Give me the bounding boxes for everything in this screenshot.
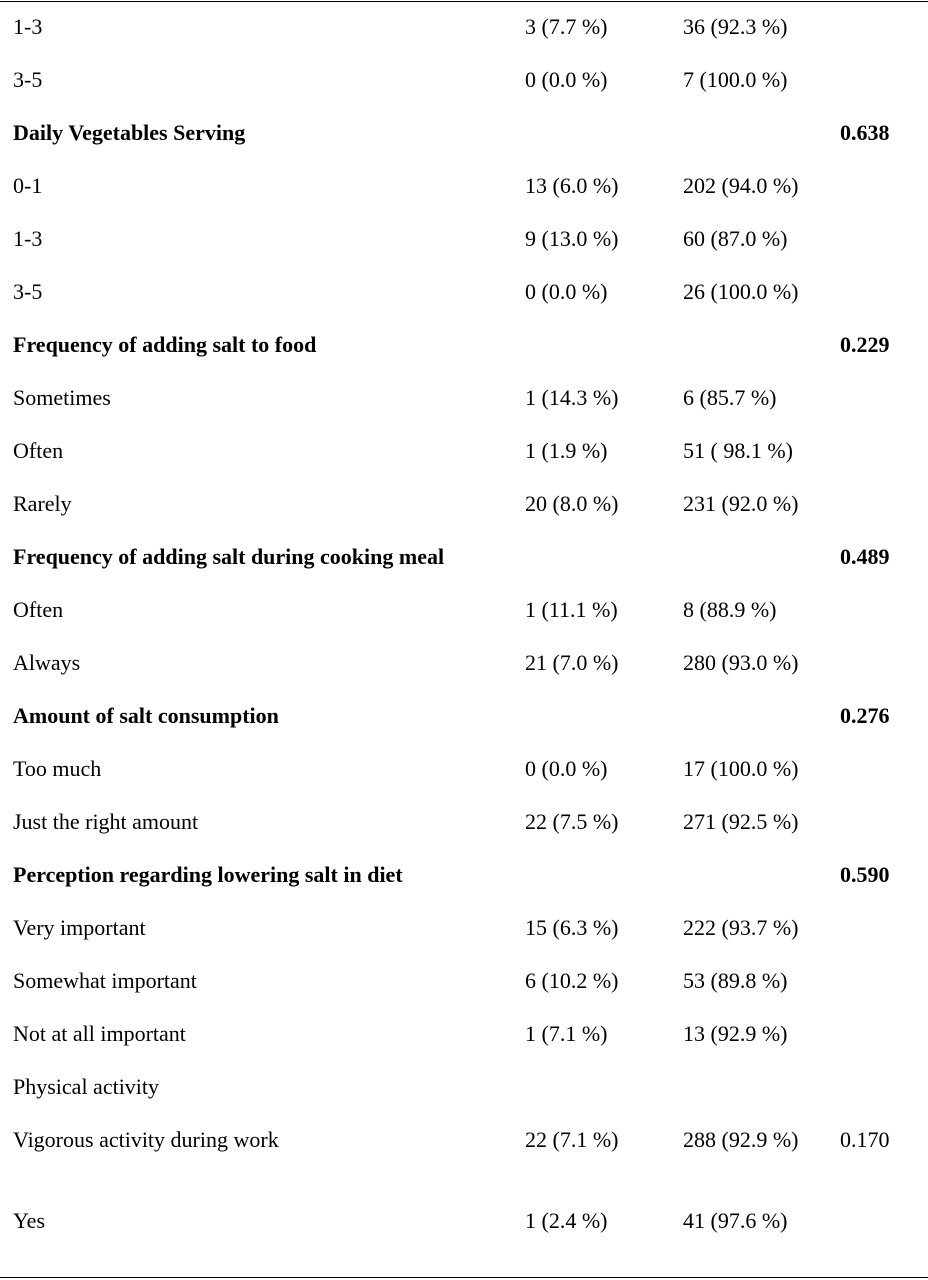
count-cell: 202 (94.0 %) <box>683 173 799 198</box>
count-cell: 3 (7.7 %) <box>525 14 608 39</box>
row-label: Not at all important <box>13 1021 186 1046</box>
count-cell: 7 (100.0 %) <box>683 67 788 92</box>
row-label: Somewhat important <box>13 968 197 993</box>
row-label: 3-5 <box>13 279 43 304</box>
count-cell: 8 (88.9 %) <box>683 597 777 622</box>
row-label: Vigorous activity during work <box>13 1127 279 1152</box>
row-label: Frequency of adding salt during cooking … <box>13 544 445 569</box>
table-row: Just the right amount 22 (7.5 %) 271 (92.5… <box>0 795 928 848</box>
count-cell: 20 (8.0 %) <box>525 491 619 516</box>
table-row: Often 1 (11.1 %) 8 (88.9 %) <box>0 583 928 636</box>
table-row: Vigorous activity during work 22 (7.1 %) 2… <box>0 1113 928 1166</box>
row-label: Physical activity <box>13 1074 160 1099</box>
count-cell: 6 (85.7 %) <box>683 385 777 410</box>
p-value: 0.170 <box>840 1127 890 1152</box>
table-row: Often 1 (1.9 %) 51 ( 98.1 %) <box>0 424 928 477</box>
top-rule <box>0 1 928 2</box>
count-cell: 1 (11.1 %) <box>525 597 618 622</box>
row-label: Often <box>13 438 64 463</box>
row-label: Daily Vegetables Serving <box>13 120 246 145</box>
table-row: 1-3 9 (13.0 %) 60 (87.0 %) <box>0 212 928 265</box>
p-value: 0.638 <box>840 120 890 145</box>
table-row: Frequency of adding salt during cooking … <box>0 530 928 583</box>
table-row: 0-1 13 (6.0 %) 202 (94.0 %) <box>0 159 928 212</box>
count-cell: 15 (6.3 %) <box>525 915 619 940</box>
count-cell: 41 (97.6 %) <box>683 1208 788 1233</box>
row-label: Rarely <box>13 491 72 516</box>
row-label: 0-1 <box>13 173 43 198</box>
count-cell: 271 (92.5 %) <box>683 809 799 834</box>
table-row: 3-5 0 (0.0 %) 7 (100.0 %) <box>0 53 928 106</box>
row-label: 3-5 <box>13 67 43 92</box>
table-row: Somewhat important 6 (10.2 %) 53 (89.8 %) <box>0 954 928 1007</box>
table: 1-3 3 (7.7 %) 36 (92.3 %) 3-5 0 (0.0 %) 7 (10… <box>0 0 928 1247</box>
count-cell: 26 (100.0 %) <box>683 279 799 304</box>
table-row: Perception regarding lowering salt in di… <box>0 848 928 901</box>
count-cell: 22 (7.1 %) <box>525 1127 619 1152</box>
p-value: 0.276 <box>840 703 890 728</box>
count-cell: 21 (7.0 %) <box>525 650 619 675</box>
row-label: 1-3 <box>13 226 43 251</box>
count-cell: 1 (14.3 %) <box>525 385 619 410</box>
count-cell: 0 (0.0 %) <box>525 67 608 92</box>
count-cell: 13 (6.0 %) <box>525 173 619 198</box>
table-row: Rarely 20 (8.0 %) 231 (92.0 %) <box>0 477 928 530</box>
table-row: Amount of salt consumption 0.276 <box>0 689 928 742</box>
count-cell: 0 (0.0 %) <box>525 756 608 781</box>
p-value: 0.489 <box>840 544 890 569</box>
count-cell: 17 (100.0 %) <box>683 756 799 781</box>
row-label: Sometimes <box>13 385 111 410</box>
count-cell: 51 ( 98.1 %) <box>683 438 793 463</box>
table-row: 1-3 3 (7.7 %) 36 (92.3 %) <box>0 0 928 53</box>
p-value: 0.229 <box>840 332 890 357</box>
count-cell: 1 (1.9 %) <box>525 438 608 463</box>
p-value: 0.590 <box>840 862 890 887</box>
row-label: Very important <box>13 915 146 940</box>
count-cell: 36 (92.3 %) <box>683 14 788 39</box>
count-cell: 0 (0.0 %) <box>525 279 608 304</box>
count-cell: 1 (7.1 %) <box>525 1021 608 1046</box>
table-row: Very important 15 (6.3 %) 222 (93.7 %) <box>0 901 928 954</box>
table-row: Yes 1 (2.4 %) 41 (97.6 %) <box>0 1194 928 1247</box>
count-cell: 60 (87.0 %) <box>683 226 788 251</box>
table-row: Daily Vegetables Serving 0.638 <box>0 106 928 159</box>
count-cell: 9 (13.0 %) <box>525 226 619 251</box>
count-cell: 13 (92.9 %) <box>683 1021 788 1046</box>
row-label: Too much <box>13 756 102 781</box>
table-row: Too much 0 (0.0 %) 17 (100.0 %) <box>0 742 928 795</box>
row-label: Amount of salt consumption <box>13 703 279 728</box>
count-cell: 22 (7.5 %) <box>525 809 619 834</box>
row-label: Often <box>13 597 64 622</box>
table-row: Always 21 (7.0 %) 280 (93.0 %) <box>0 636 928 689</box>
row-label: Frequency of adding salt to food <box>13 332 317 357</box>
count-cell: 222 (93.7 %) <box>683 915 799 940</box>
count-cell: 53 (89.8 %) <box>683 968 788 993</box>
row-label: Always <box>13 650 81 675</box>
count-cell: 231 (92.0 %) <box>683 491 799 516</box>
bottom-rule <box>0 1277 928 1278</box>
table-row: Frequency of adding salt to food 0.229 <box>0 318 928 371</box>
row-label: 1-3 <box>13 14 43 39</box>
count-cell: 1 (2.4 %) <box>525 1208 608 1233</box>
table-row: Sometimes 1 (14.3 %) 6 (85.7 %) <box>0 371 928 424</box>
count-cell: 288 (92.9 %) <box>683 1127 799 1152</box>
table-row: Not at all important 1 (7.1 %) 13 (92.9 %) <box>0 1007 928 1060</box>
count-cell: 6 (10.2 %) <box>525 968 619 993</box>
row-label: Perception regarding lowering salt in di… <box>13 862 403 887</box>
table-row: 3-5 0 (0.0 %) 26 (100.0 %) <box>0 265 928 318</box>
row-label: Yes <box>13 1208 46 1233</box>
table-row: Physical activity <box>0 1060 928 1113</box>
row-label: Just the right amount <box>13 809 199 834</box>
count-cell: 280 (93.0 %) <box>683 650 799 675</box>
